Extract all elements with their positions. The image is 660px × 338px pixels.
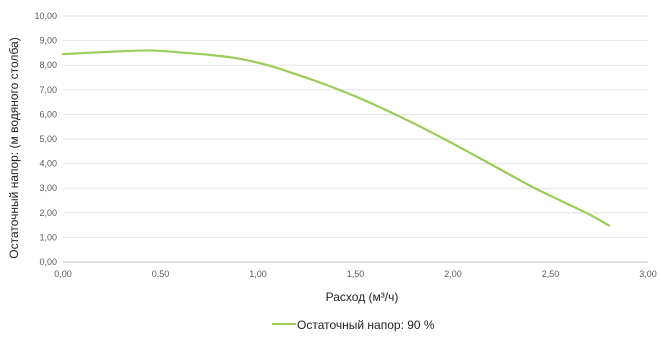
series-layer	[61, 49, 611, 227]
y-tick-label: 3,00	[39, 183, 57, 193]
x-tick-label: 2,50	[542, 269, 560, 279]
y-tick-label: 4,00	[39, 159, 57, 169]
y-tick-label: 8,00	[39, 60, 57, 70]
x-tick-label: 1,50	[347, 269, 365, 279]
y-axis-title: Остаточный напор: (м водяного столба)	[7, 37, 21, 258]
y-tick-label: 6,00	[39, 109, 57, 119]
x-tick-label: 3,00	[639, 269, 657, 279]
y-tick-label: 10,00	[34, 11, 57, 21]
y-tick-label: 7,00	[39, 85, 57, 95]
x-tick-label: 1,00	[249, 269, 267, 279]
legend: Остаточный напор: 90 %	[272, 318, 435, 332]
x-tick-label: 2,00	[444, 269, 462, 279]
y-tick-label: 9,00	[39, 36, 57, 46]
gridlines	[63, 15, 648, 263]
y-tick-labels: 0,00 1,00 2,00 3,00 4,00 5,00 6,00 7,00 8,00 9,00…	[34, 11, 57, 267]
y-tick-label: 0,00	[39, 257, 57, 267]
x-axis-title: Расход (м³/ч)	[326, 290, 399, 304]
legend-label: Остаточный напор: 90 %	[297, 318, 435, 332]
y-tick-label: 2,00	[39, 208, 57, 218]
x-tick-labels: 0,00 0,50 1,00 1,50 2,00 2,50 3,00	[54, 269, 657, 279]
series-line	[61, 49, 611, 227]
x-tick-label: 0,00	[54, 269, 72, 279]
y-tick-label: 5,00	[39, 134, 57, 144]
y-tick-label: 1,00	[39, 232, 57, 242]
x-tick-label: 0,50	[152, 269, 170, 279]
